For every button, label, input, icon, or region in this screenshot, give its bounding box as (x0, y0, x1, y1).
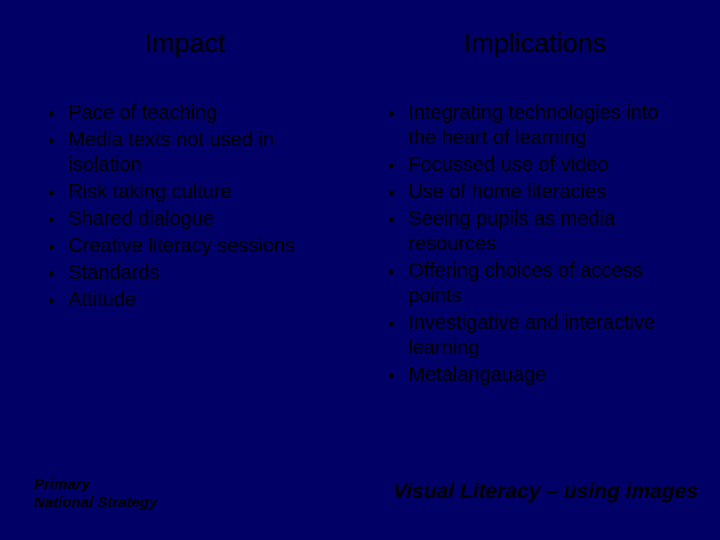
item-text: Focussed use of video (408, 153, 608, 178)
list-item: • Seeing pupils as media resources (388, 207, 690, 257)
list-item: • Attitude (48, 288, 330, 313)
list-item: • Metalangauage (388, 363, 690, 388)
item-text: Standards (68, 261, 159, 286)
bullet-icon: • (388, 209, 394, 232)
list-item: • Risk taking culture (48, 180, 330, 205)
columns: Impact • Pace of teaching • Media texts no… (0, 0, 720, 390)
left-column: Impact • Pace of teaching • Media texts no… (0, 28, 360, 390)
item-text: Shared dialogue (68, 207, 214, 232)
item-text: Investigative and interactive learning (408, 311, 690, 361)
left-heading: Impact (40, 28, 330, 59)
list-item: • Creative literacy sessions (48, 234, 330, 259)
item-text: Seeing pupils as media resources (408, 207, 690, 257)
right-heading: Implications (380, 28, 690, 59)
item-text: Pace of teaching (68, 101, 217, 126)
slide: Impact • Pace of teaching • Media texts no… (0, 0, 720, 540)
bullet-icon: • (388, 313, 394, 336)
footer-left: Primary National Strategy (34, 476, 157, 512)
right-column: Implications • Integrating technologies i… (360, 28, 720, 390)
footer-left-line1: Primary (34, 476, 157, 494)
footer-left-line2: National Strategy (34, 494, 157, 512)
item-text: Metalangauage (408, 363, 546, 388)
bullet-icon: • (48, 103, 54, 126)
bullet-icon: • (388, 261, 394, 284)
bullet-icon: • (48, 209, 54, 232)
list-item: • Shared dialogue (48, 207, 330, 232)
bullet-icon: • (388, 103, 394, 126)
bullet-icon: • (48, 130, 54, 153)
list-item: • Media texts not used in isolation (48, 128, 330, 178)
left-list: • Pace of teaching • Media texts not used … (40, 101, 330, 313)
bullet-icon: • (48, 182, 54, 205)
item-text: Integrating technologies into the heart … (408, 101, 690, 151)
right-list: • Integrating technologies into the heart… (380, 101, 690, 388)
list-item: • Integrating technologies into the heart… (388, 101, 690, 151)
item-text: Media texts not used in isolation (68, 128, 330, 178)
bullet-icon: • (48, 290, 54, 313)
item-text: Use of home literacies (408, 180, 606, 205)
list-item: • Offering choices of access points (388, 259, 690, 309)
list-item: • Standards (48, 261, 330, 286)
bullet-icon: • (388, 365, 394, 388)
bullet-icon: • (388, 155, 394, 178)
item-text: Attitude (68, 288, 136, 313)
item-text: Offering choices of access points (408, 259, 690, 309)
list-item: • Use of home literacies (388, 180, 690, 205)
footer-right: Visual Literacy – using images (393, 480, 698, 504)
item-text: Risk taking culture (68, 180, 231, 205)
list-item: • Investigative and interactive learning (388, 311, 690, 361)
bullet-icon: • (48, 236, 54, 259)
bullet-icon: • (48, 263, 54, 286)
list-item: • Focussed use of video (388, 153, 690, 178)
list-item: • Pace of teaching (48, 101, 330, 126)
bullet-icon: • (388, 182, 394, 205)
item-text: Creative literacy sessions (68, 234, 295, 259)
